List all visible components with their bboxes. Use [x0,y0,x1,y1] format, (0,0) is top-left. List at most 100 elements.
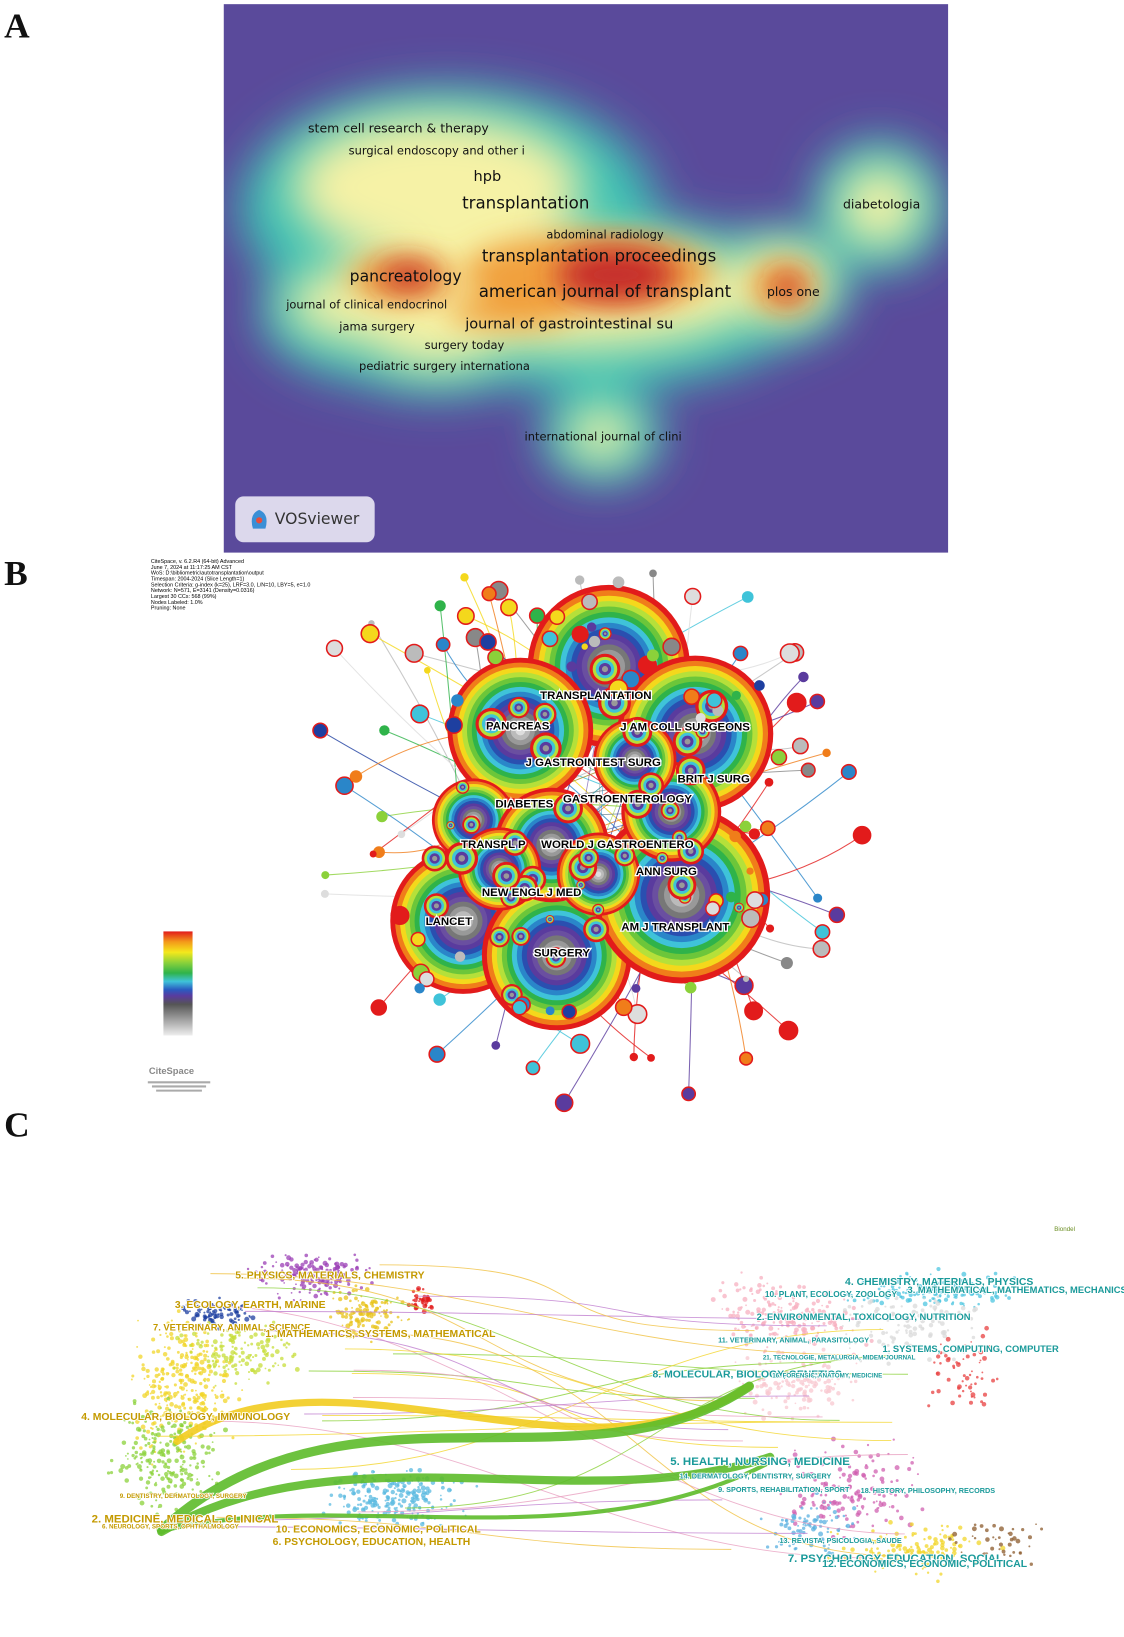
dot [1035,1523,1037,1526]
dot [857,1494,863,1500]
dot [369,1314,374,1319]
dot [355,1258,359,1262]
dot [380,1315,382,1317]
dot [209,1311,212,1314]
dot [909,1522,914,1527]
ring [512,840,518,846]
dot [411,1498,417,1503]
dot [891,1336,897,1342]
dot [948,1537,952,1541]
path-link [373,1333,904,1557]
dot [888,1520,893,1525]
dot [952,1357,956,1362]
dot [873,1469,878,1474]
dot [972,1308,977,1313]
dot [891,1548,896,1553]
dot [139,1452,143,1456]
dot [198,1371,202,1375]
dot [849,1313,852,1316]
dot [151,1437,154,1439]
dot [826,1520,828,1522]
dot [997,1536,1001,1540]
ring [433,903,439,909]
dot [219,1344,224,1349]
dot [758,1288,762,1292]
dot [396,1488,401,1492]
dot [413,1503,419,1508]
dot [230,1302,233,1305]
dot [928,1299,932,1303]
dot [968,1400,974,1405]
dot [875,1306,880,1312]
dot [180,1494,185,1500]
dot [734,1327,737,1331]
node [454,951,466,962]
dot [933,1292,938,1297]
dot [149,1491,153,1495]
cluster-label: 3. MATHEMATICAL, MATHEMATICS, MECHANICS [908,1285,1124,1295]
dot [384,1313,389,1319]
dot [230,1350,236,1355]
dot [808,1397,813,1403]
dot [160,1429,163,1431]
dot [932,1542,936,1546]
dot [218,1296,221,1300]
dot [183,1420,187,1425]
dot [821,1347,826,1352]
dot [808,1388,814,1393]
dot [864,1490,867,1493]
dot [812,1311,816,1315]
dot [904,1291,908,1295]
dot [260,1344,266,1350]
dot [310,1273,316,1279]
dot [387,1483,393,1489]
dot [791,1306,796,1311]
ring [677,836,681,840]
dot [787,1383,792,1387]
dot [213,1431,216,1435]
dot [307,1264,312,1269]
dot [359,1309,363,1313]
citation-network: CiteSpace, v. 6.2.R4 (64-bit) AdvancedJu… [147,559,872,1113]
ring [522,885,528,891]
dot [356,1319,361,1323]
dot [990,1298,995,1303]
dot [201,1327,204,1330]
dot [282,1343,286,1347]
dot [753,1298,757,1303]
dot [911,1558,916,1563]
dot [939,1362,942,1365]
dot [785,1459,791,1465]
ring [516,705,521,710]
dot [241,1389,244,1392]
dot [939,1351,943,1355]
dot [995,1377,999,1381]
node [614,998,633,1017]
dot [180,1450,183,1453]
dot [909,1548,915,1553]
dot [136,1495,142,1500]
dot [181,1467,184,1470]
dot [898,1548,902,1551]
dot [235,1314,240,1318]
dot [176,1390,180,1394]
dot [831,1378,833,1381]
dot [155,1481,157,1484]
dot [380,1300,384,1304]
dot [903,1556,906,1559]
node-label: J AM COLL SURGEONS [620,721,750,733]
dot [1029,1562,1033,1566]
cluster-label: 2. ENVIRONMENTAL, TOXICOLOGY, NUTRITION [757,1312,971,1322]
dot [886,1343,890,1347]
dot [212,1362,218,1368]
dot [393,1507,397,1510]
dot [914,1278,918,1282]
dot [390,1489,395,1495]
dot [234,1367,238,1371]
dot [970,1341,973,1343]
dot [765,1545,770,1549]
dot [803,1517,806,1521]
dot [902,1546,908,1551]
dot [962,1292,966,1297]
